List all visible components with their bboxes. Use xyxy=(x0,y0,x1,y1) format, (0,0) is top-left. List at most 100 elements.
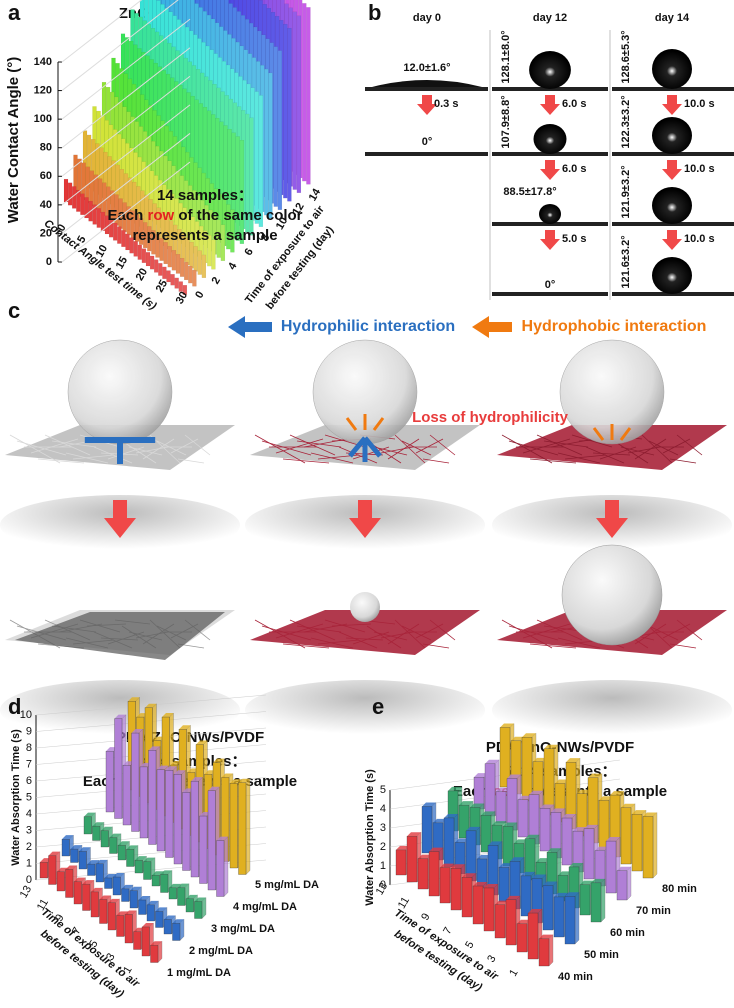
bar xyxy=(78,851,87,870)
bar xyxy=(155,911,164,928)
bar-top xyxy=(164,915,176,920)
bar xyxy=(296,15,302,193)
fiber xyxy=(401,625,432,641)
y-tick-label: 5 xyxy=(26,791,32,803)
arrow xyxy=(472,316,512,338)
bar-top xyxy=(477,854,491,859)
arrow xyxy=(596,500,628,538)
bar-top xyxy=(84,812,96,817)
bar-side xyxy=(574,891,580,945)
arrow xyxy=(662,95,682,115)
fiber xyxy=(522,438,571,454)
bar-side xyxy=(223,836,229,897)
bar xyxy=(108,219,114,238)
bar-side xyxy=(245,778,251,875)
bar-top xyxy=(558,871,572,876)
bar xyxy=(80,193,85,215)
bar-top xyxy=(473,882,487,887)
bar xyxy=(159,238,164,261)
y-tick-label: 5 xyxy=(380,784,386,796)
bar-top xyxy=(104,873,116,878)
bar xyxy=(177,887,186,906)
day-tick-label: 5 xyxy=(87,938,100,949)
bar xyxy=(121,888,130,902)
droplet xyxy=(561,544,663,646)
fiber xyxy=(93,446,133,464)
bar xyxy=(193,246,198,272)
grid-line xyxy=(61,0,179,91)
fiber xyxy=(592,452,631,456)
arrow xyxy=(540,95,560,115)
day-tick-label: 1 xyxy=(507,967,520,978)
bar-top xyxy=(142,922,154,927)
bar-top xyxy=(407,832,421,837)
y-tick-label: 2 xyxy=(26,841,32,853)
panel-label: a xyxy=(8,0,21,25)
fiber xyxy=(536,434,583,456)
y-tick-label: 140 xyxy=(34,56,52,68)
bar-side xyxy=(600,878,606,923)
bar xyxy=(109,837,118,854)
bar xyxy=(168,887,177,900)
fiber xyxy=(501,619,553,649)
bar xyxy=(417,858,429,890)
bar xyxy=(238,782,247,875)
arrow xyxy=(104,500,136,538)
bar-top xyxy=(48,851,60,856)
bar xyxy=(207,235,212,267)
fiber xyxy=(380,631,414,639)
bar xyxy=(143,222,148,249)
bar-top xyxy=(518,795,532,800)
fiber xyxy=(156,440,187,456)
fiber xyxy=(282,643,330,649)
fiber xyxy=(282,458,330,464)
bar xyxy=(199,815,208,884)
bar xyxy=(620,807,632,865)
bar xyxy=(495,791,507,824)
bar xyxy=(141,926,150,957)
bar xyxy=(178,281,183,292)
bar xyxy=(428,851,440,897)
bar-top xyxy=(118,841,130,846)
bar xyxy=(163,242,168,265)
note-part: Each xyxy=(107,207,147,224)
grid-line xyxy=(61,133,191,234)
y-tick-label: 0 xyxy=(380,879,386,891)
bar xyxy=(498,867,510,903)
fiber xyxy=(613,440,649,464)
bar-top xyxy=(492,821,506,826)
substrate xyxy=(492,292,608,296)
fiber xyxy=(669,643,697,649)
bar xyxy=(117,845,126,861)
contact-angle: 0° xyxy=(422,136,433,148)
droplet xyxy=(559,339,665,445)
bar-top xyxy=(588,773,602,778)
bar xyxy=(182,285,188,295)
bar-top xyxy=(485,759,499,764)
time-label: 0.3 s xyxy=(434,98,458,110)
bar-top xyxy=(82,880,94,885)
bar xyxy=(194,901,203,919)
series-label: 4 mg/mL DA xyxy=(233,901,297,913)
panel-label: c xyxy=(8,298,20,323)
loss-label: Loss of hydrophilicity xyxy=(412,409,569,426)
substrate xyxy=(612,222,734,226)
bar-side xyxy=(652,812,658,879)
bar xyxy=(107,902,116,931)
bar-top xyxy=(87,860,99,865)
bar-top xyxy=(543,881,557,886)
bar-top xyxy=(521,871,535,876)
y-tick-label: 4 xyxy=(380,803,386,815)
bar xyxy=(506,778,518,831)
bar xyxy=(472,885,484,925)
bar xyxy=(306,7,311,185)
series-label: 40 min xyxy=(558,971,593,983)
bar-top xyxy=(191,777,203,782)
bar xyxy=(100,830,109,848)
bar-side xyxy=(548,934,554,967)
shadow xyxy=(492,680,732,740)
bar xyxy=(230,209,235,253)
bar xyxy=(162,266,167,279)
bar-top xyxy=(186,894,198,899)
day-tick-label: 11 xyxy=(396,895,412,911)
